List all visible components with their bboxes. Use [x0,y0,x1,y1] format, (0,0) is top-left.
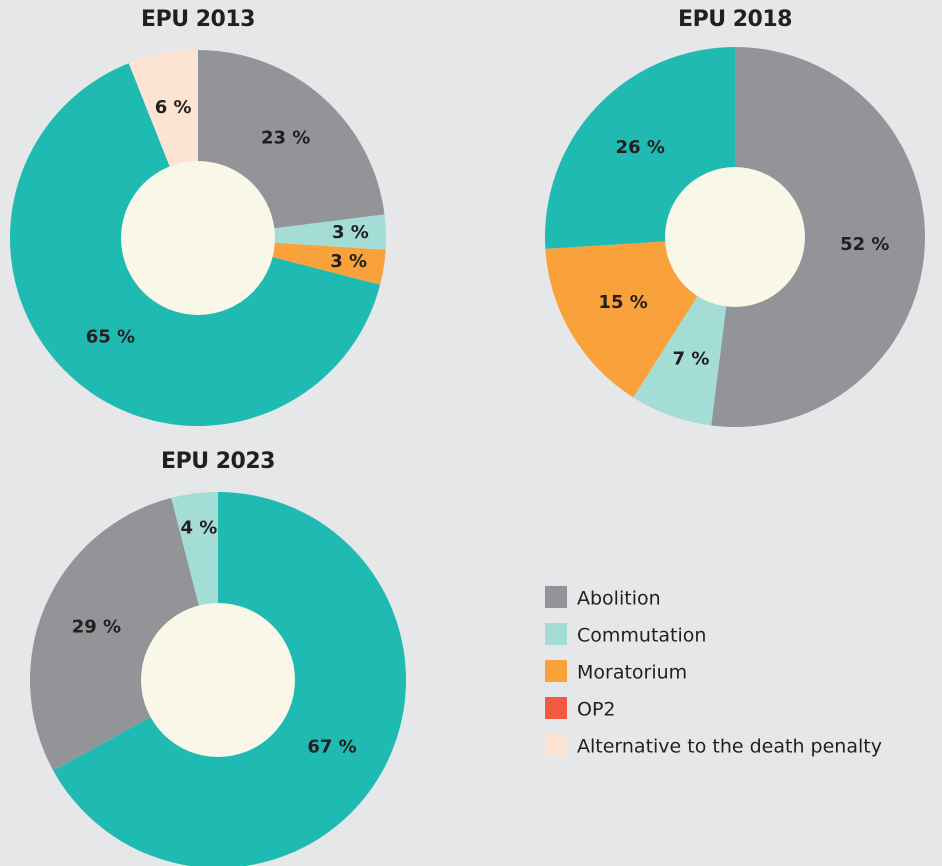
data-label: 23 % [261,128,310,149]
legend-swatch [545,697,567,719]
legend-label: Moratorium [577,662,687,684]
data-label: 29 % [72,616,121,637]
legend-label: Alternative to the death penalty [577,736,882,758]
chart-title: EPU 2023 [161,449,275,474]
data-label: 67 % [307,736,356,757]
data-label: 15 % [598,292,647,313]
pie-slice [198,214,386,250]
legend-label: OP2 [577,699,616,721]
data-label: 3 % [332,222,369,243]
legend-swatch [545,660,567,682]
data-label: 52 % [840,234,889,255]
donut-hole [121,161,275,315]
data-label: 4 % [180,518,217,539]
data-label: 3 % [330,251,367,272]
chart-title: EPU 2018 [678,7,792,32]
legend-label: Commutation [577,625,706,647]
donut-hole [141,603,295,757]
chart-title: EPU 2013 [141,7,255,32]
data-label: 7 % [673,348,710,369]
legend-label: Abolition [577,588,661,610]
legend-swatch [545,586,567,608]
data-label: 65 % [86,326,135,347]
data-label: 26 % [616,137,665,158]
donut-hole [665,167,805,307]
legend-swatch [545,734,567,756]
legend-swatch [545,623,567,645]
pie-slice [711,47,925,427]
data-label: 6 % [155,97,192,118]
